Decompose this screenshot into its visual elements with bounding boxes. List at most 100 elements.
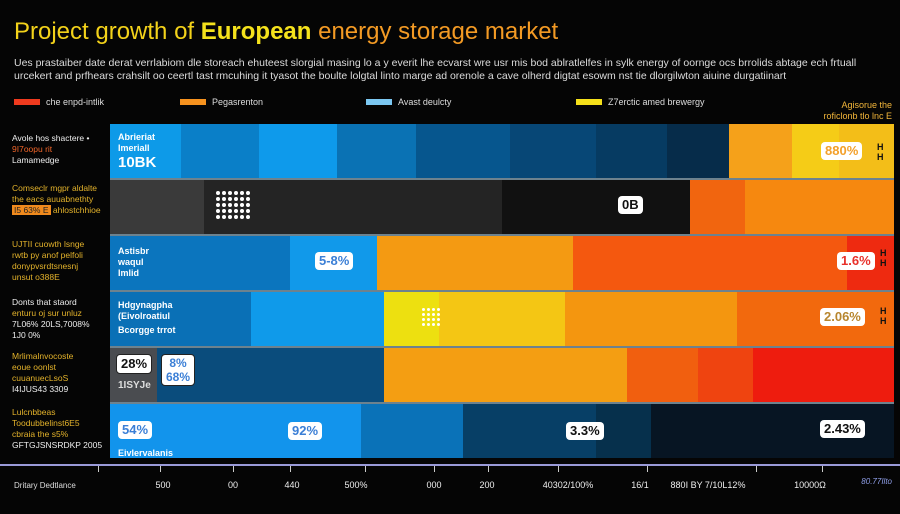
inner-label-line: Hdgynagpha: [118, 300, 173, 310]
row-label-line: enturu oj sur unluz: [12, 308, 82, 318]
row-label-line: Toodubbelinst6E5: [12, 418, 80, 428]
x-tick: [434, 466, 435, 472]
legend-label: Z7erctic amed brewergy: [608, 97, 705, 107]
bar-row: [110, 348, 895, 402]
row-divider: [110, 346, 894, 348]
row-divider: [110, 234, 894, 236]
legend-item: che enpd-intlik: [14, 97, 104, 107]
bar-segment: [698, 348, 754, 402]
data-label-badge: 2.43%: [820, 420, 865, 438]
row-label-line: unsut o388E: [12, 272, 60, 282]
row-inner-label: Hdgynagpha (Eivolroatiul Bcorgge trrot: [118, 300, 176, 336]
bar-row: [110, 236, 895, 290]
title-part-2: European: [200, 18, 312, 45]
row-label-line: the eacs auuabnethty: [12, 194, 94, 204]
bar-row: [110, 180, 895, 234]
bar-segment: [110, 124, 182, 178]
chart-title: Project growth of European energy storag…: [14, 18, 558, 46]
bar-segment: [572, 236, 848, 290]
data-label-badge: 3.3%: [566, 422, 604, 440]
row-label-line: 1J0 0%: [12, 330, 41, 340]
row-label-line: donypvsrdtsnesnj: [12, 261, 79, 271]
x-tick-label: 40302/100%: [542, 480, 594, 490]
bar-segment: [415, 124, 511, 178]
row-label-line: I4IJUS43 3309: [12, 384, 69, 394]
legend-item: Z7erctic amed brewergy: [576, 97, 705, 107]
bar-segment: [110, 236, 291, 290]
row-label-highlight: I5 63% E: [12, 205, 51, 215]
legend-item: Pegasrenton: [180, 97, 263, 107]
badge-line: 68%: [166, 370, 191, 384]
data-label-badge: 8% 68%: [161, 354, 196, 386]
corner-note: Agisorue the roficlonb tlo lnc E: [823, 100, 892, 122]
bar-segment: [110, 292, 252, 346]
row-label: Mrlimalnvocoste eoue oonlst cuuanuecLsoS…: [12, 351, 108, 395]
bar-row: [110, 292, 895, 346]
legend-label: Pegasrenton: [212, 97, 264, 107]
row-label-line: Lamamedge: [12, 155, 60, 165]
title-part-3: energy storage market: [311, 18, 559, 45]
x-axis-title: Dritary Dedtlance: [14, 481, 76, 490]
x-tick: [365, 466, 366, 472]
row-label-line: eoue oonlst: [12, 362, 56, 372]
x-tick: [488, 466, 489, 472]
x-tick-label: 10000Ω: [794, 480, 826, 490]
data-label-badge: 880%: [821, 142, 863, 160]
row-label: UJTII cuowth lsnge rwtb py anof pelfoli …: [12, 239, 108, 283]
row-label-line: Donts that staord: [12, 297, 77, 307]
legend-label: che enpd-intlik: [46, 97, 105, 107]
row-inner-label: Abrieriat Imeriall 10BK: [118, 132, 156, 172]
x-tick-label: 00: [227, 480, 239, 490]
x-tick: [98, 466, 99, 472]
x-tick: [822, 466, 823, 472]
inner-label-line: Imeriall: [118, 143, 150, 153]
x-tick-label: 200: [479, 480, 495, 490]
inner-label-line: Astisbr: [118, 246, 150, 256]
legend: che enpd-intlik Pegasrenton Avast deulct…: [0, 97, 900, 111]
x-axis-end-label: 80.77Ilto: [861, 477, 892, 486]
row-label-line: 9I7oopu rit: [12, 144, 53, 154]
x-tick: [756, 466, 757, 472]
bar-segment: [729, 124, 793, 178]
row-label: Lulcnbbeas Toodubbelinst6E5 cbraia the s…: [12, 407, 108, 451]
inner-label-line: waqul: [118, 257, 144, 267]
legend-item: Avast deulcty: [366, 97, 451, 107]
data-label-badge: 0B: [618, 196, 643, 214]
data-label-badge: 92%: [288, 422, 323, 440]
bar-segment: [666, 124, 730, 178]
badge-line: 8%: [169, 356, 187, 370]
title-part-1: Project growth of: [14, 18, 201, 45]
data-label-badge: 28%: [116, 354, 153, 374]
row-label: Donts that staord enturu oj sur unluz 7L…: [12, 297, 108, 341]
bar-segment: [251, 292, 385, 346]
corner-note-line: Agisorue the: [841, 100, 892, 110]
row-label-line: cbraia the s5%: [12, 429, 69, 439]
bar-segment: [384, 292, 440, 346]
row-label-line: cuuanuecLsoS: [12, 373, 69, 383]
row-divider: [110, 290, 894, 292]
bar-segment: [360, 404, 464, 458]
bar-segment: [502, 180, 691, 234]
row-inner-label: Astisbr waqul Imlid: [118, 246, 149, 279]
inner-label-line: Imlid: [118, 268, 140, 278]
x-tick-label: 880I BY 7/10L12%: [670, 480, 746, 490]
chart-subtitle: Ues prastaiber date derat verrlabiom dle…: [14, 57, 857, 82]
bar-segment: [110, 180, 205, 234]
row-label-line: Comseclr mgpr aldalte: [12, 183, 98, 193]
dot-grid-icon: [216, 191, 250, 219]
row-inner-label: Eivlervalanis: [118, 448, 174, 458]
row-label-line: 7L06% 20LS,7008%: [12, 319, 90, 329]
row-label-line: GFTGJSNSRDKP 2005: [12, 440, 103, 450]
x-axis: [0, 464, 900, 466]
row-inner-label: 1ISYJe: [118, 380, 151, 391]
data-label-badge: 2.06%: [820, 308, 865, 326]
x-tick-label: 000: [426, 480, 442, 490]
inner-label-value: 10BK: [118, 154, 157, 171]
data-label-badge: 54%: [118, 421, 153, 439]
row-label-line: ahlostchhioe: [52, 205, 101, 215]
x-tick: [233, 466, 234, 472]
bar-segment: [376, 236, 574, 290]
